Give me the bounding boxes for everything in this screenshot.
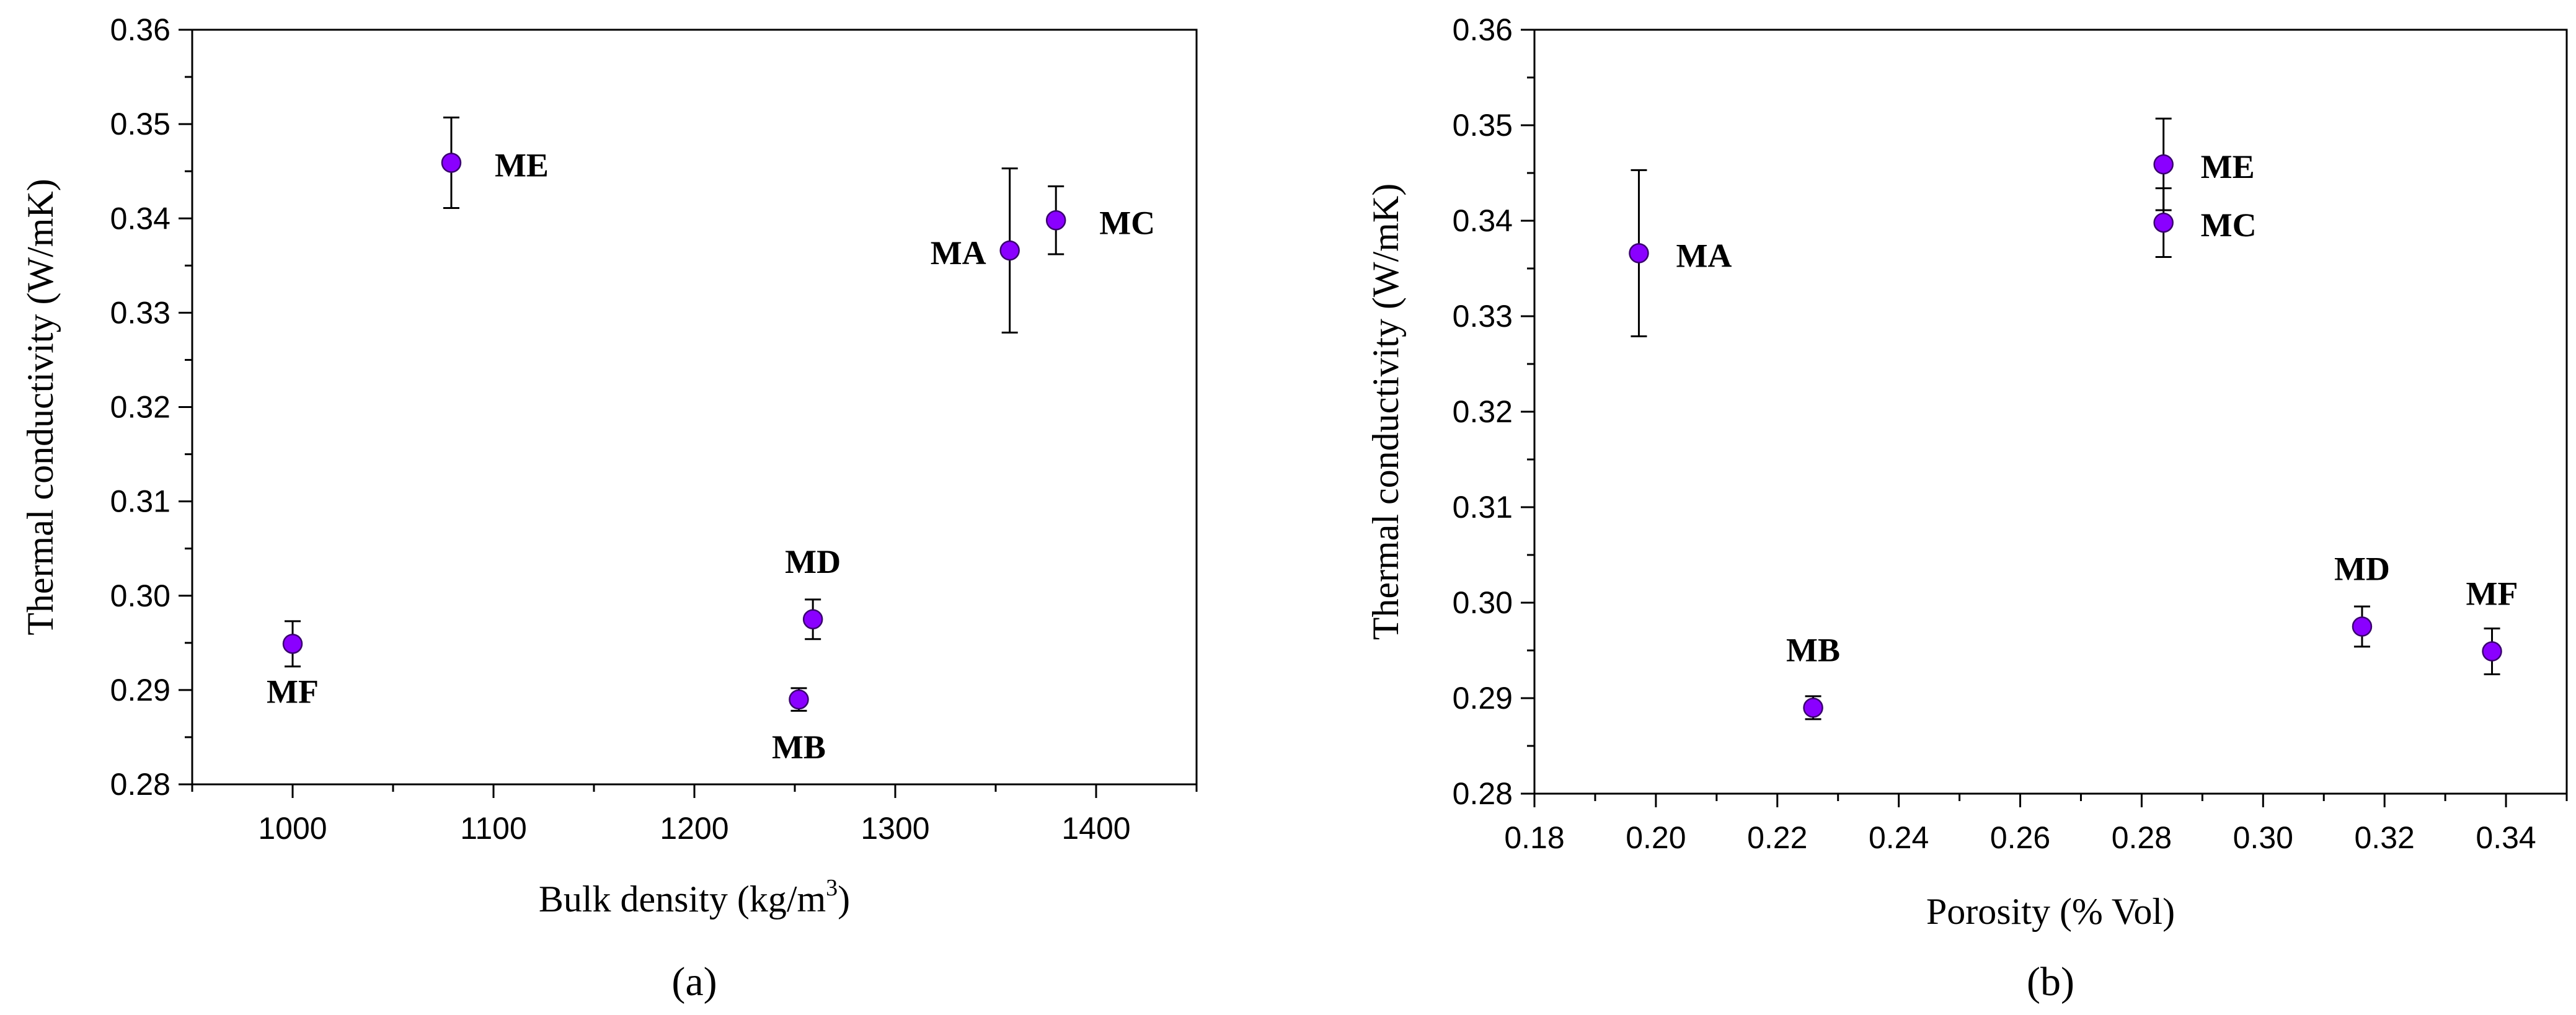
data-point-mf — [282, 634, 303, 654]
data-label-mb: MB — [772, 729, 826, 766]
data-label-mf: MF — [267, 673, 319, 710]
x-axis-title: Bulk density (kg/m3) — [539, 875, 850, 920]
y-tick-label: 0.28 — [110, 767, 170, 802]
x-tick-label: 1200 — [660, 811, 728, 846]
y-tick-label: 0.28 — [1453, 776, 1513, 811]
y-tick-label: 0.32 — [1453, 394, 1513, 429]
y-tick-label: 0.35 — [1453, 108, 1513, 143]
plot-frame — [191, 29, 1198, 786]
x-tick-label: 0.26 — [1990, 820, 2050, 855]
data-point-mf — [2482, 641, 2502, 662]
x-tick-label: 1400 — [1061, 811, 1130, 846]
data-point-md — [802, 609, 823, 630]
y-tick-label: 0.29 — [110, 673, 170, 707]
x-tick-label: 0.30 — [2233, 820, 2293, 855]
y-axis-title: Thermal conductivity (W/mK) — [20, 179, 61, 635]
y-tick-label: 0.34 — [1453, 203, 1513, 238]
data-point-ma — [999, 240, 1020, 261]
x-tick-label: 0.34 — [2476, 820, 2536, 855]
x-tick-label: 0.20 — [1626, 820, 1686, 855]
data-label-ma: MA — [931, 234, 986, 272]
x-tick-label: 1000 — [258, 811, 327, 846]
data-point-mc — [1045, 210, 1066, 231]
panel-label: (b) — [2027, 959, 2074, 1004]
data-label-ma: MA — [1676, 237, 1732, 274]
x-tick-label: 0.32 — [2355, 820, 2415, 855]
chart-panel-a: 0.28 0.29 0.30 0.31 0.32 0.33 0.34 0.35 0.36 1000… — [20, 12, 1198, 1004]
x-tick-label: 1100 — [460, 811, 527, 846]
data-label-me: ME — [2201, 148, 2255, 185]
y-tick-label: 0.31 — [110, 484, 170, 519]
x-axis-title-superscript: 3 — [826, 875, 838, 901]
y-tick-label: 0.35 — [110, 107, 170, 141]
data-label-mc: MC — [1099, 204, 1155, 241]
x-axis-title-text: Porosity (% Vol) — [1926, 891, 2175, 932]
y-tick-label: 0.34 — [110, 201, 170, 236]
data-label-mf: MF — [2466, 575, 2518, 613]
data-label-md: MD — [785, 543, 841, 580]
y-tick-label: 0.31 — [1453, 490, 1513, 525]
plot-frame — [1533, 29, 2568, 795]
x-axis-title: Porosity (% Vol) — [1926, 891, 2175, 932]
data-label-me: ME — [495, 146, 549, 184]
panel-label: (a) — [671, 959, 717, 1004]
x-axis-title-close: ) — [838, 879, 850, 920]
data-point-mb — [789, 689, 809, 710]
x-tick-label: 0.24 — [1869, 820, 1929, 855]
data-label-mc: MC — [2201, 206, 2257, 244]
data-point-me — [2153, 154, 2174, 175]
y-tick-label: 0.33 — [110, 295, 170, 330]
x-tick-label: 0.28 — [2112, 820, 2172, 855]
y-tick-label: 0.36 — [1453, 12, 1513, 47]
y-tick-label: 0.36 — [110, 12, 170, 47]
data-label-mb: MB — [1786, 631, 1840, 668]
x-tick-label: 1300 — [861, 811, 929, 846]
x-axis-title-text: Bulk density (kg/m — [539, 879, 826, 920]
data-point-mc — [2153, 212, 2174, 233]
y-tick-label: 0.30 — [110, 578, 170, 613]
data-point-me — [441, 153, 462, 173]
y-tick-label: 0.29 — [1453, 681, 1513, 716]
y-tick-label: 0.30 — [1453, 585, 1513, 620]
chart-panel-b: 0.28 0.29 0.30 0.31 0.32 0.33 0.34 0.35 0.36 0.18… — [1365, 12, 2568, 1004]
y-axis-title: Thermal conductivity (W/mK) — [1365, 184, 1406, 640]
data-point-ma — [1629, 243, 1649, 264]
data-point-mb — [1803, 698, 1823, 718]
y-tick-label: 0.32 — [110, 390, 170, 425]
y-tick-label: 0.33 — [1453, 299, 1513, 334]
data-label-md: MD — [2334, 551, 2390, 588]
x-tick-label: 0.18 — [1504, 820, 1564, 855]
data-point-md — [2352, 616, 2373, 637]
x-tick-label: 0.22 — [1747, 820, 1807, 855]
